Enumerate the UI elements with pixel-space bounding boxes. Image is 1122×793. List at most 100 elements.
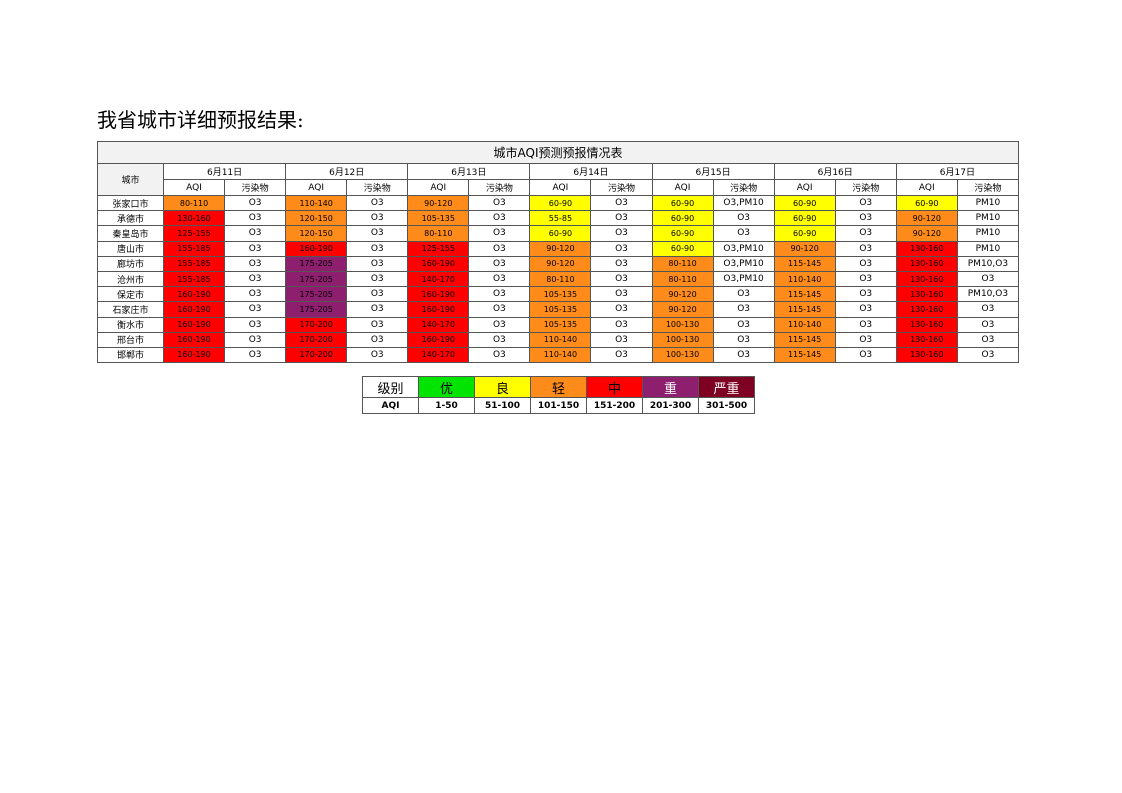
aqi-cell: 125-155 bbox=[162, 225, 226, 242]
city: 唐山市 bbox=[97, 240, 164, 257]
aqi-cell: 170-200 bbox=[285, 316, 348, 333]
pollutant-cell: O3 bbox=[590, 346, 653, 364]
aqi-cell: 90-120 bbox=[895, 210, 958, 227]
pollutant-cell: O3 bbox=[956, 316, 1020, 333]
pollutant-cell: O3 bbox=[224, 301, 287, 318]
aqi-cell: 80-110 bbox=[407, 225, 470, 242]
aqi-cell: 130-160 bbox=[162, 210, 226, 227]
pollutant-cell: O3 bbox=[590, 225, 653, 242]
aqi-cell: 130-160 bbox=[895, 270, 958, 288]
pollutant-cell: O3 bbox=[712, 331, 775, 348]
aqi-cell: 120-150 bbox=[285, 225, 348, 242]
level-name: 优 bbox=[418, 376, 475, 398]
pollutant-cell: O3 bbox=[590, 270, 653, 288]
pollutant-cell: O3,PM10 bbox=[712, 240, 775, 257]
pollutant-cell: O3 bbox=[224, 270, 287, 288]
level-header: 级别 bbox=[362, 376, 419, 398]
aqi-cell: 60-90 bbox=[651, 194, 714, 212]
pollutant-cell: O3 bbox=[346, 331, 409, 348]
data-row: 邢台市 160-190 O3 170-200 O3 160-190 O3 110-140 O3 1… bbox=[97, 331, 1020, 348]
aqi-cell: 155-185 bbox=[162, 270, 226, 288]
pollutant-cell: O3 bbox=[468, 270, 531, 288]
pollutant-cell: O3 bbox=[712, 286, 775, 303]
city: 衡水市 bbox=[97, 316, 164, 333]
data-row: 廊坊市 155-185 O3 175-205 O3 160-190 O3 90-120 O3 80… bbox=[97, 255, 1020, 272]
aqi-cell: 160-190 bbox=[162, 331, 226, 348]
aqi-cell: 160-190 bbox=[285, 240, 348, 257]
sub-header-row: AQI 污染物 AQI 污染物 AQI 污染物 AQI 污染物 AQI 污染物 AQI 污染物 AQI 污… bbox=[98, 179, 1020, 196]
date-header: 6月16日 bbox=[773, 163, 897, 180]
level-range: 301-500 bbox=[698, 397, 755, 414]
city: 邢台市 bbox=[97, 331, 164, 348]
city: 秦皇岛市 bbox=[97, 225, 164, 242]
pollutant-cell: O3 bbox=[468, 210, 531, 227]
aqi-cell: 160-190 bbox=[162, 316, 226, 333]
city: 保定市 bbox=[97, 286, 164, 303]
pollutant-cell: O3 bbox=[346, 270, 409, 288]
data-row: 石家庄市 160-190 O3 175-205 O3 160-190 O3 105-135 O3… bbox=[97, 301, 1020, 318]
forecast-table: 城市AQI预测预报情况表 城市 6月11日 6月12日 6月13日 6月14日 6月15日 6… bbox=[96, 141, 1020, 364]
aqi-cell: 105-135 bbox=[407, 210, 470, 227]
aqi-cell: 140-170 bbox=[407, 316, 470, 333]
aqi-cell: 175-205 bbox=[285, 270, 348, 288]
aqi-cell: 140-170 bbox=[407, 270, 470, 288]
aqi-cell: 60-90 bbox=[895, 194, 958, 212]
pollutant-header: 污染物 bbox=[224, 179, 287, 196]
pollutant-cell: O3 bbox=[346, 255, 409, 272]
aqi-cell: 160-190 bbox=[407, 286, 470, 303]
city: 沧州市 bbox=[97, 270, 164, 288]
range-row: AQI 1-50 51-100 101-150 151-200 201-300 301-50… bbox=[362, 397, 755, 414]
aqi-cell: 80-110 bbox=[162, 194, 226, 212]
aqi-header: AQI bbox=[651, 179, 714, 196]
pollutant-cell: O3 bbox=[468, 255, 531, 272]
city: 张家口市 bbox=[97, 194, 164, 212]
pollutant-cell: O3 bbox=[224, 331, 287, 348]
aqi-cell: 90-120 bbox=[651, 301, 714, 318]
date-header: 6月15日 bbox=[651, 163, 775, 180]
date-header: 6月17日 bbox=[895, 163, 1020, 180]
aqi-cell: 130-160 bbox=[895, 331, 958, 348]
pollutant-cell: O3 bbox=[346, 301, 409, 318]
city: 邯郸市 bbox=[97, 346, 164, 364]
aqi-cell: 60-90 bbox=[651, 210, 714, 227]
pollutant-cell: O3 bbox=[834, 301, 897, 318]
aqi-cell: 90-120 bbox=[529, 255, 592, 272]
pollutant-cell: O3 bbox=[468, 301, 531, 318]
aqi-cell: 60-90 bbox=[773, 194, 836, 212]
level-row: 级别优良轻中重严重 bbox=[362, 376, 755, 398]
aqi-cell: 110-140 bbox=[773, 270, 836, 288]
aqi-cell: 60-90 bbox=[529, 194, 592, 212]
aqi-cell: 100-130 bbox=[651, 316, 714, 333]
pollutant-cell: O3 bbox=[834, 316, 897, 333]
level-range: 151-200 bbox=[586, 397, 643, 414]
legend-table: 级别优良轻中重严重 AQI 1-50 51-100 101-150 151-200 201-… bbox=[362, 376, 755, 414]
pollutant-cell: O3 bbox=[224, 316, 287, 333]
aqi-cell: 155-185 bbox=[162, 240, 226, 257]
pollutant-cell: O3 bbox=[834, 286, 897, 303]
pollutant-cell: O3 bbox=[590, 331, 653, 348]
aqi-cell: 110-140 bbox=[773, 316, 836, 333]
aqi-cell: 125-155 bbox=[407, 240, 470, 257]
aqi-cell: 160-190 bbox=[407, 301, 470, 318]
pollutant-cell: O3 bbox=[712, 301, 775, 318]
city: 石家庄市 bbox=[97, 301, 164, 318]
aqi-cell: 90-120 bbox=[773, 240, 836, 257]
aqi-cell: 160-190 bbox=[407, 331, 470, 348]
aqi-cell: 80-110 bbox=[651, 255, 714, 272]
pollutant-cell: O3 bbox=[712, 346, 775, 364]
date-header: 6月12日 bbox=[285, 163, 409, 180]
city: 承德市 bbox=[97, 210, 164, 227]
pollutant-header: 污染物 bbox=[712, 179, 775, 196]
aqi-cell: 60-90 bbox=[529, 225, 592, 242]
aqi-cell: 110-140 bbox=[529, 346, 592, 364]
data-row: 秦皇岛市 125-155 O3 120-150 O3 80-110 O3 60-90 O3 60-… bbox=[97, 225, 1020, 242]
pollutant-cell: PM10 bbox=[956, 194, 1020, 212]
aqi-cell: 110-140 bbox=[285, 194, 348, 212]
pollutant-cell: O3 bbox=[590, 301, 653, 318]
title-row: 城市AQI预测预报情况表 bbox=[96, 141, 1020, 164]
pollutant-cell: O3 bbox=[224, 240, 287, 257]
aqi-header: AQI bbox=[895, 179, 958, 196]
pollutant-cell: O3 bbox=[468, 194, 531, 212]
aqi-header: AQI bbox=[773, 179, 836, 196]
